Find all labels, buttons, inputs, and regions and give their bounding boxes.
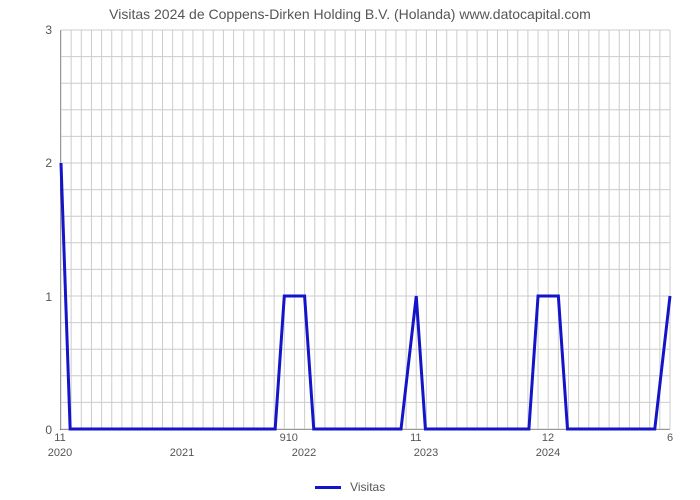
y-tick-label: 0 <box>12 423 52 437</box>
x-year-label: 2023 <box>414 447 438 459</box>
plot-svg <box>61 30 670 429</box>
grid-lines <box>61 30 670 429</box>
x-spike-label: 910 <box>280 432 298 444</box>
chart-container: Visitas 2024 de Coppens-Dirken Holding B… <box>0 0 700 500</box>
x-spike-label: 11 <box>54 432 65 444</box>
y-tick-label: 1 <box>12 290 52 304</box>
legend-swatch <box>315 486 341 489</box>
x-year-label: 2020 <box>48 447 72 459</box>
plot-area <box>60 30 670 430</box>
chart-title: Visitas 2024 de Coppens-Dirken Holding B… <box>0 6 700 22</box>
x-year-label: 2022 <box>292 447 316 459</box>
x-year-label: 2021 <box>170 447 194 459</box>
x-spike-label: 6 <box>667 432 673 444</box>
legend: Visitas <box>0 480 700 494</box>
x-spike-label: 12 <box>542 432 554 444</box>
x-spike-label: 11 <box>410 432 421 444</box>
legend-label: Visitas <box>350 480 385 494</box>
y-tick-label: 3 <box>12 23 52 37</box>
x-year-label: 2024 <box>536 447 560 459</box>
y-tick-label: 2 <box>12 156 52 170</box>
